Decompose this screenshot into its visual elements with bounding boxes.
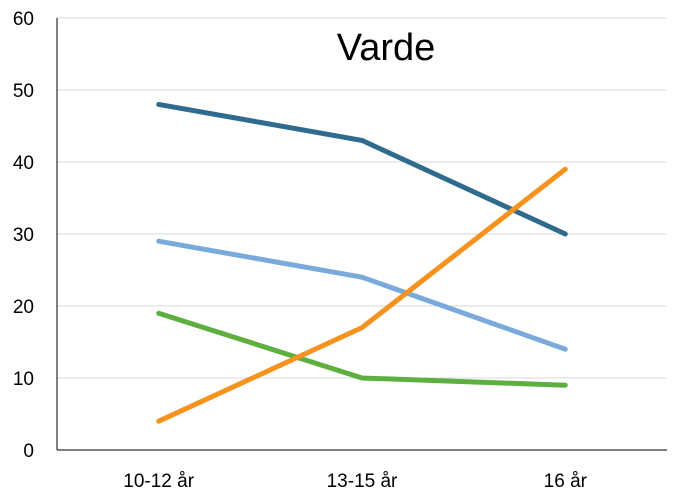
gridlines [57, 17, 667, 379]
x-tick-label: 10-12 år [123, 471, 194, 492]
y-tick-label: 10 [13, 369, 34, 390]
series-line-3 [156, 310, 568, 388]
x-tick-label: 13-15 år [327, 471, 398, 492]
series-line-1 [156, 101, 568, 237]
y-tick-label: 20 [13, 297, 34, 318]
series-line-4 [156, 166, 568, 424]
y-tick-label: 30 [13, 225, 34, 246]
tick-labels: 0 10 20 30 40 50 60 10-12 år 13-15 år 16 år [13, 9, 588, 492]
y-tick-label: 40 [13, 153, 34, 174]
series-line-2 [156, 238, 568, 352]
x-tick-label: 16 år [544, 471, 588, 492]
y-tick-label: 0 [23, 441, 34, 462]
y-tick-label: 60 [13, 9, 34, 30]
chart-title: Varde [337, 27, 436, 69]
axes [56, 18, 667, 451]
y-tick-label: 50 [13, 81, 34, 102]
series-lines [156, 101, 568, 424]
